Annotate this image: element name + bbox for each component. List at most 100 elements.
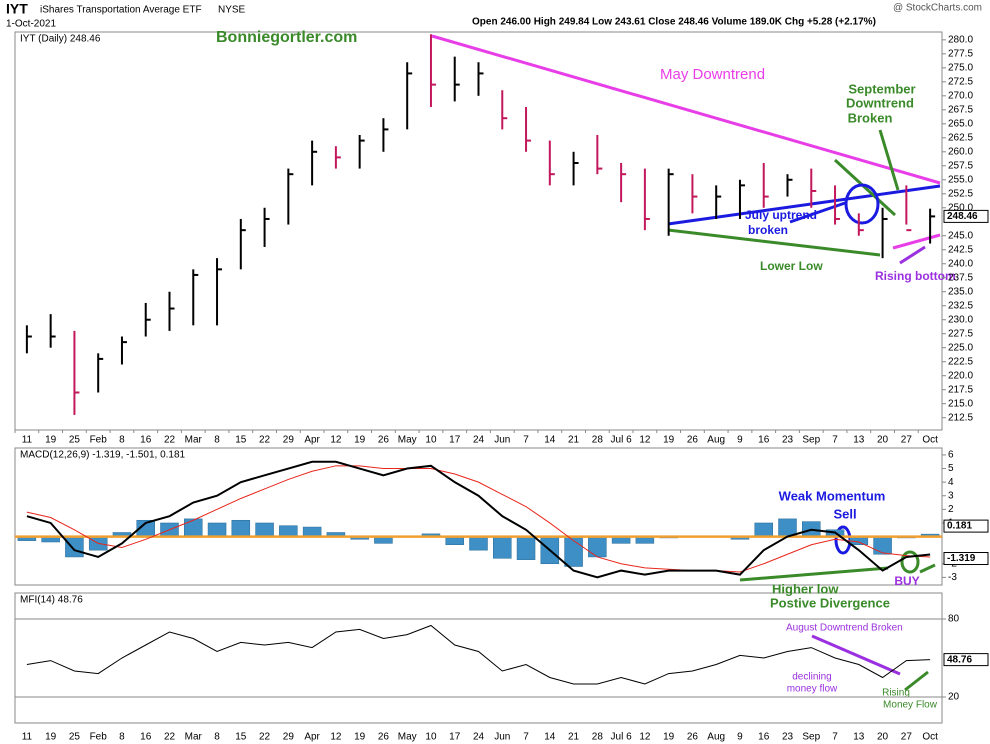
x-tick-label: Jul 6 <box>611 732 633 743</box>
x-tick-label: 19 <box>354 435 366 446</box>
x-tick-label: 23 <box>782 435 794 446</box>
x-tick-label: 14 <box>544 732 556 743</box>
x-tick-label: Jul 6 <box>611 435 633 446</box>
mfi-legend: MFI(14) 48.76 <box>20 595 83 606</box>
x-tick-label: 28 <box>592 732 604 743</box>
x-tick-label: 29 <box>283 435 295 446</box>
value-box <box>943 552 989 566</box>
arrow <box>904 670 929 692</box>
histogram-bar <box>184 518 203 537</box>
histogram-bar <box>588 536 607 558</box>
y-tick-label: 225.0 <box>948 342 973 353</box>
annotation: Higher low <box>772 581 839 596</box>
y-tick-label: -3 <box>948 572 957 583</box>
source: @ StockCharts.com <box>893 3 982 14</box>
annotation: July uptrend <box>745 208 817 222</box>
x-tick-label: 9 <box>737 435 743 446</box>
histogram-bar <box>207 522 227 537</box>
y-tick-label: 270.0 <box>948 90 973 101</box>
value-label: -1.319 <box>947 553 976 564</box>
y-tick-label: 250.0 <box>948 202 973 213</box>
histogram-bar <box>493 536 512 559</box>
value-box <box>943 519 989 533</box>
value-label: 48.76 <box>947 654 972 665</box>
y-tick-label: 80 <box>948 614 960 625</box>
x-tick-label: Apr <box>304 435 320 446</box>
y-tick-label: 3 <box>948 490 954 501</box>
y-tick-label: 20 <box>948 692 960 703</box>
histogram-bar <box>469 536 488 551</box>
y-tick-label: 232.5 <box>948 300 973 311</box>
x-tick-label: 26 <box>687 435 699 446</box>
july-uptrend-line <box>667 184 941 226</box>
price-legend: IYT (Daily) 248.46 <box>20 34 101 45</box>
mfi-panel <box>14 592 943 724</box>
x-tick-label: 16 <box>758 732 770 743</box>
annotation: Rising <box>882 688 910 699</box>
rising-bottom-line <box>892 233 941 250</box>
macd-legend: MACD(12,26,9) -1.319, -1.501, 0.181 <box>20 450 186 461</box>
x-tick-label: 8 <box>119 732 125 743</box>
y-tick-label: 260.0 <box>948 146 973 157</box>
x-tick-label: 15 <box>235 435 247 446</box>
histogram-bar <box>231 519 251 537</box>
annotation: Downtrend <box>846 95 914 110</box>
x-tick-label: Apr <box>304 732 320 743</box>
y-tick-label: 265.0 <box>948 118 973 129</box>
x-tick-label: 19 <box>663 435 675 446</box>
x-tick-label: 23 <box>782 732 794 743</box>
x-tick-label: 19 <box>45 435 57 446</box>
x-tick-label: 12 <box>639 435 651 446</box>
y-tick-label: 235.0 <box>948 286 973 297</box>
x-tick-label: 12 <box>639 732 651 743</box>
histogram-bar <box>754 522 773 537</box>
x-tick-label: 19 <box>45 732 57 743</box>
y-tick-label: 267.5 <box>948 104 973 115</box>
annotation: Rising bottom <box>875 269 956 283</box>
y-tick-label: 240.0 <box>948 258 973 269</box>
y-tick-label: 2 <box>948 504 954 515</box>
y-tick-label: 252.5 <box>948 188 973 199</box>
symbol: IYT <box>6 1 28 17</box>
x-tick-label: 25 <box>69 435 81 446</box>
x-tick-label: Oct <box>922 435 938 446</box>
y-tick-label: 4 <box>948 477 954 488</box>
x-tick-label: 12 <box>330 435 342 446</box>
x-tick-label: 9 <box>737 732 743 743</box>
y-tick-label: 277.5 <box>948 48 973 59</box>
x-tick-label: 22 <box>259 732 271 743</box>
may-downtrend-line <box>431 34 941 185</box>
mfi-downtrend-line <box>811 634 901 676</box>
y-tick-label: 5 <box>948 463 954 474</box>
annotation: BUY <box>894 574 919 588</box>
x-tick-label: Aug <box>707 435 725 446</box>
x-tick-label: 27 <box>901 732 913 743</box>
y-tick-label: 280.0 <box>948 34 973 45</box>
x-tick-label: Oct <box>922 732 938 743</box>
macd-line <box>26 460 931 579</box>
x-tick-label: 16 <box>758 435 770 446</box>
value-box <box>943 209 989 223</box>
x-tick-label: 24 <box>473 435 485 446</box>
x-tick-label: Jun <box>494 732 510 743</box>
y-tick-label: 237.5 <box>948 272 973 283</box>
x-tick-label: 20 <box>877 732 889 743</box>
x-tick-label: 28 <box>592 435 604 446</box>
y-tick-label: 227.5 <box>948 328 973 339</box>
x-tick-label: 22 <box>164 732 176 743</box>
price-panel <box>14 31 943 431</box>
x-tick-label: 8 <box>119 435 125 446</box>
y-tick-label: 272.5 <box>948 76 973 87</box>
x-tick-label: 10 <box>425 435 437 446</box>
mfi-line <box>26 624 931 685</box>
macd-panel <box>14 447 943 586</box>
x-tick-label: 17 <box>449 732 461 743</box>
annotation: August Downtrend Broken <box>786 623 903 634</box>
y-tick-label: 230.0 <box>948 314 973 325</box>
annotation: money flow <box>787 684 838 695</box>
x-tick-label: 27 <box>901 435 913 446</box>
x-tick-label: 7 <box>832 435 838 446</box>
x-tick-label: 16 <box>140 435 152 446</box>
x-tick-label: 15 <box>235 732 247 743</box>
